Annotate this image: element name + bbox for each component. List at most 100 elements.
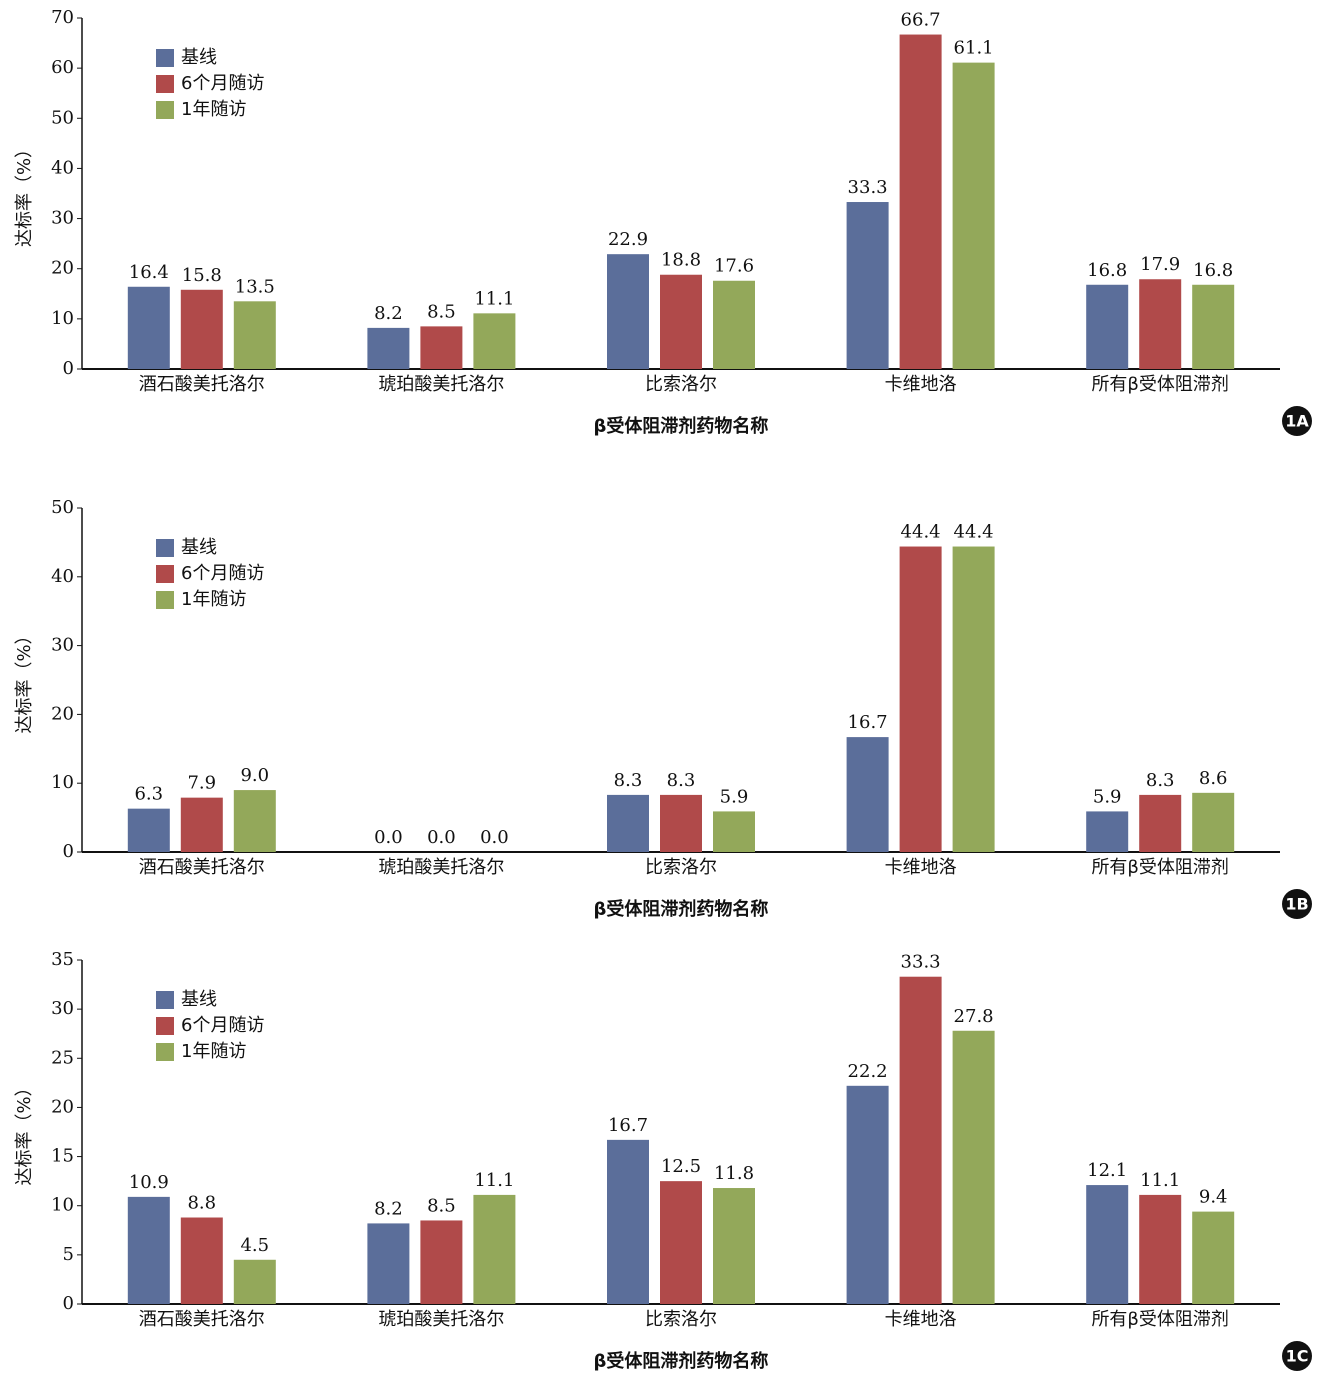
legend-swatch — [156, 49, 174, 67]
bar — [899, 976, 942, 1304]
bar — [233, 1259, 276, 1304]
value-label: 0.0 — [480, 827, 509, 848]
bar — [367, 327, 410, 369]
bar — [1139, 1194, 1182, 1304]
value-label: 11.1 — [1140, 1170, 1180, 1191]
legend-label: 基线 — [181, 537, 217, 558]
y-axis-title: 达标率（%） — [14, 140, 35, 247]
bar — [233, 790, 276, 852]
panel-badge — [1282, 889, 1312, 919]
y-tick-label: 0 — [63, 841, 74, 862]
bar — [1139, 279, 1182, 369]
bar — [1086, 1185, 1129, 1304]
legend-label: 1年随访 — [181, 589, 246, 610]
bar — [713, 811, 755, 852]
bar — [367, 1223, 410, 1304]
bar — [713, 280, 755, 369]
bar — [233, 301, 276, 369]
chart-panel: 0 10 20 30 40 50 60 70 达标率（%） β受体阻滞剂药物名称 1A 酒石酸美托洛尔… — [14, 7, 1312, 437]
bar — [660, 274, 702, 369]
bar — [473, 1194, 516, 1304]
value-label: 22.2 — [848, 1061, 888, 1082]
y-tick-label: 40 — [51, 566, 74, 587]
legend-label: 基线 — [181, 47, 217, 68]
panel-label: 1B — [1285, 895, 1308, 914]
value-label: 9.0 — [240, 765, 269, 786]
bar — [952, 62, 995, 370]
bar — [1139, 794, 1182, 852]
legend-swatch — [156, 1017, 174, 1035]
chart-panel: 0 5 10 15 20 25 30 35 达标率（%） β受体阻滞剂药物名称 1C 酒石酸美托洛尔 1… — [14, 949, 1312, 1372]
x-tick-label: 卡维地洛 — [885, 374, 957, 395]
value-label: 18.8 — [661, 250, 701, 271]
bar — [127, 286, 170, 369]
value-label: 8.3 — [667, 770, 696, 791]
value-label: 12.5 — [661, 1156, 701, 1177]
x-tick-label: 琥珀酸美托洛尔 — [378, 1309, 504, 1330]
x-tick-label: 所有β受体阻滞剂 — [1091, 374, 1229, 395]
y-tick-label: 5 — [63, 1244, 74, 1265]
bar — [899, 546, 942, 852]
value-label: 0.0 — [374, 827, 403, 848]
y-tick-label: 0 — [63, 1293, 74, 1314]
y-tick-label: 20 — [51, 258, 74, 279]
bar — [127, 1196, 170, 1304]
value-label: 17.6 — [714, 256, 754, 277]
panel-label: 1A — [1285, 412, 1309, 431]
legend-label: 1年随访 — [181, 99, 246, 120]
bar — [952, 1030, 995, 1304]
y-tick-label: 10 — [51, 772, 74, 793]
bar — [420, 326, 463, 369]
bar — [607, 1139, 649, 1304]
x-axis-title: β受体阻滞剂药物名称 — [594, 898, 769, 920]
x-axis-title: β受体阻滞剂药物名称 — [594, 1350, 769, 1372]
legend-swatch — [156, 991, 174, 1009]
value-label: 8.6 — [1199, 768, 1228, 789]
bar — [127, 808, 170, 852]
bar — [180, 1217, 223, 1304]
value-label: 9.4 — [1199, 1187, 1228, 1208]
value-label: 0.0 — [427, 827, 456, 848]
value-label: 4.5 — [240, 1235, 269, 1256]
y-tick-label: 40 — [51, 157, 74, 178]
bar — [1086, 811, 1129, 852]
value-label: 8.8 — [187, 1193, 216, 1214]
x-tick-label: 比索洛尔 — [645, 1309, 717, 1330]
x-tick-label: 琥珀酸美托洛尔 — [378, 374, 504, 395]
x-tick-label: 酒石酸美托洛尔 — [139, 1309, 265, 1330]
y-tick-label: 50 — [51, 497, 74, 518]
bar — [420, 1220, 463, 1304]
y-tick-label: 15 — [51, 1146, 74, 1167]
y-tick-label: 50 — [51, 107, 74, 128]
value-label: 17.9 — [1140, 254, 1180, 275]
y-tick-label: 10 — [51, 1195, 74, 1216]
value-label: 10.9 — [129, 1172, 169, 1193]
value-label: 15.8 — [182, 265, 222, 286]
bar — [660, 794, 702, 852]
value-label: 11.1 — [474, 1170, 514, 1191]
y-tick-label: 0 — [63, 358, 74, 379]
bar — [846, 737, 889, 852]
x-tick-label: 琥珀酸美托洛尔 — [378, 857, 504, 878]
value-label: 44.4 — [954, 522, 994, 543]
bar — [1192, 792, 1235, 852]
bar — [846, 1085, 889, 1304]
value-label: 44.4 — [901, 522, 941, 543]
y-tick-label: 60 — [51, 57, 74, 78]
legend-label: 6个月随访 — [181, 73, 264, 94]
x-tick-label: 比索洛尔 — [645, 857, 717, 878]
x-tick-label: 所有β受体阻滞剂 — [1091, 1309, 1229, 1330]
y-tick-label: 70 — [51, 7, 74, 28]
x-axis-title: β受体阻滞剂药物名称 — [594, 415, 769, 437]
bar — [660, 1181, 702, 1304]
value-label: 22.9 — [608, 229, 648, 250]
legend-swatch — [156, 565, 174, 583]
value-label: 61.1 — [954, 38, 994, 59]
bar — [1192, 284, 1235, 369]
bar — [1086, 284, 1129, 369]
value-label: 13.5 — [235, 276, 275, 297]
value-label: 16.7 — [608, 1115, 648, 1136]
panel-badge — [1282, 406, 1312, 436]
x-tick-label: 比索洛尔 — [645, 374, 717, 395]
value-label: 5.9 — [1093, 786, 1122, 807]
